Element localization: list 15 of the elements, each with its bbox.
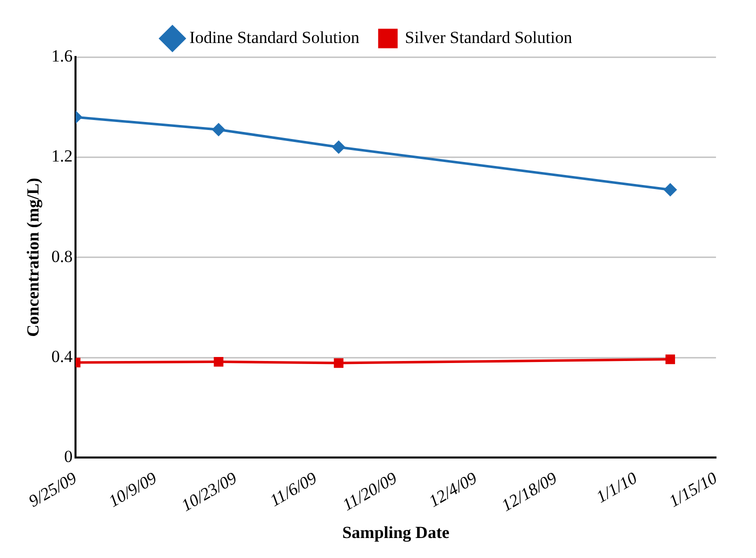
y-axis-title: Concentration (mg/L): [24, 178, 43, 337]
point: [664, 183, 677, 196]
point: [212, 123, 225, 136]
y-tick-label: 0.4: [51, 347, 74, 366]
legend-label: Silver Standard Solution: [404, 28, 573, 47]
point: [332, 140, 345, 154]
legend-label: Iodine Standard Solution: [189, 28, 360, 47]
point: [665, 354, 676, 364]
x-axis-title: Sampling Date: [342, 523, 450, 542]
y-tick-label: 0.8: [51, 246, 73, 266]
y-tick-label: 1.2: [51, 146, 73, 166]
point: [334, 358, 344, 368]
point: [214, 357, 224, 367]
y-tick-label: 1.6: [51, 46, 73, 66]
y-tick-label: 0: [64, 447, 73, 466]
